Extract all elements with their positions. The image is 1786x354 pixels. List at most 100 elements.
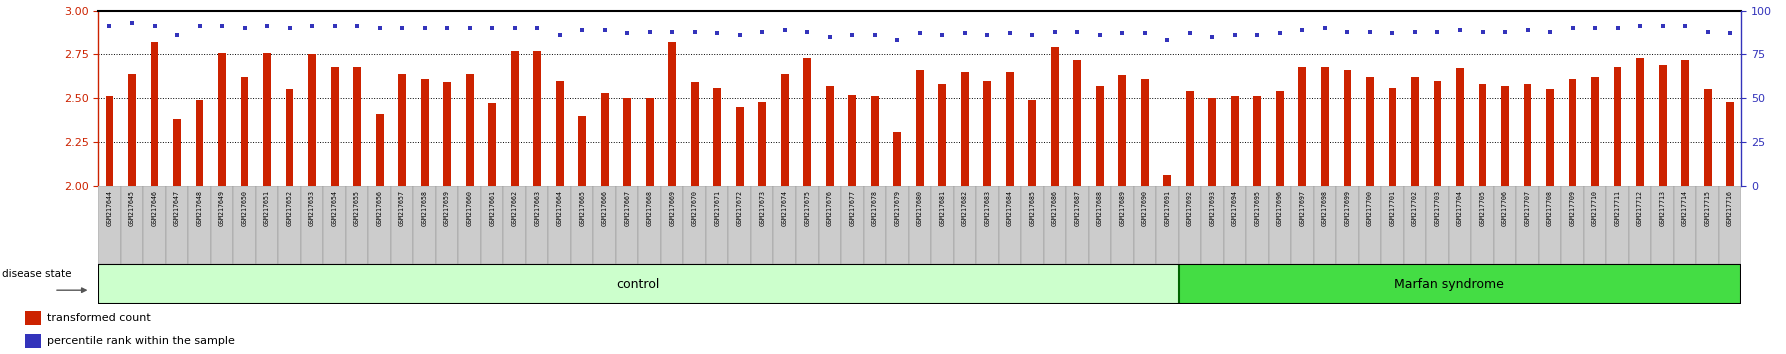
- Text: GSM217685: GSM217685: [1029, 190, 1036, 226]
- Bar: [1568, 79, 1577, 186]
- Text: GSM217645: GSM217645: [129, 190, 136, 226]
- Text: GSM217702: GSM217702: [1413, 190, 1418, 226]
- Bar: [1029, 100, 1036, 186]
- Text: GSM217711: GSM217711: [1615, 190, 1620, 226]
- Bar: [998, 186, 1022, 264]
- Bar: [121, 186, 143, 264]
- Text: GSM217644: GSM217644: [107, 190, 113, 226]
- Point: [1266, 30, 1295, 36]
- Text: GSM217700: GSM217700: [1366, 190, 1373, 226]
- Point: [838, 32, 866, 38]
- Bar: [750, 186, 773, 264]
- Text: GSM217663: GSM217663: [534, 190, 539, 226]
- Point: [366, 25, 395, 31]
- Point: [1243, 32, 1272, 38]
- Point: [1198, 34, 1227, 40]
- Point: [657, 29, 686, 34]
- Bar: [1606, 186, 1629, 264]
- Bar: [413, 186, 436, 264]
- Bar: [1163, 175, 1172, 186]
- Text: GSM217687: GSM217687: [1075, 190, 1081, 226]
- Bar: [279, 186, 300, 264]
- Point: [636, 29, 664, 34]
- Point: [1468, 29, 1497, 34]
- Text: GSM217704: GSM217704: [1457, 190, 1463, 226]
- Bar: [188, 186, 211, 264]
- Point: [320, 24, 348, 29]
- Bar: [1050, 47, 1059, 186]
- Bar: [848, 95, 855, 186]
- Bar: [150, 42, 159, 186]
- Bar: [1561, 186, 1584, 264]
- Bar: [1314, 186, 1336, 264]
- Text: GSM217648: GSM217648: [196, 190, 202, 226]
- Bar: [234, 186, 255, 264]
- Bar: [1043, 186, 1066, 264]
- Bar: [1186, 91, 1193, 186]
- Bar: [443, 82, 452, 186]
- Point: [1311, 25, 1340, 31]
- Point: [141, 24, 170, 29]
- Point: [388, 25, 416, 31]
- Bar: [25, 312, 41, 325]
- Bar: [1298, 67, 1306, 186]
- Bar: [1097, 86, 1104, 186]
- Bar: [886, 186, 909, 264]
- Bar: [218, 53, 227, 186]
- Point: [230, 25, 259, 31]
- Text: GSM217672: GSM217672: [736, 190, 743, 226]
- Bar: [773, 186, 797, 264]
- Text: GSM217699: GSM217699: [1345, 190, 1350, 226]
- Text: GSM217693: GSM217693: [1209, 190, 1216, 226]
- Point: [1220, 32, 1248, 38]
- Bar: [841, 186, 863, 264]
- Point: [568, 27, 597, 33]
- Text: GSM217650: GSM217650: [241, 190, 248, 226]
- Bar: [488, 103, 497, 186]
- Point: [207, 24, 236, 29]
- Bar: [1500, 86, 1509, 186]
- Bar: [286, 90, 293, 186]
- Bar: [729, 186, 750, 264]
- Bar: [616, 186, 638, 264]
- Bar: [1247, 186, 1268, 264]
- Point: [680, 29, 709, 34]
- Point: [254, 24, 282, 29]
- Text: GSM217692: GSM217692: [1188, 190, 1193, 226]
- Bar: [1118, 75, 1127, 186]
- Text: GSM217694: GSM217694: [1232, 190, 1238, 226]
- Bar: [1366, 77, 1373, 186]
- Bar: [916, 70, 923, 186]
- Point: [118, 20, 146, 26]
- Point: [545, 32, 573, 38]
- Text: GSM217657: GSM217657: [398, 190, 405, 226]
- Text: GSM217670: GSM217670: [691, 190, 698, 226]
- Bar: [713, 88, 722, 186]
- Bar: [1179, 264, 1741, 304]
- Bar: [300, 186, 323, 264]
- Point: [995, 30, 1023, 36]
- Bar: [1456, 68, 1465, 186]
- Bar: [1179, 186, 1202, 264]
- Text: percentile rank within the sample: percentile rank within the sample: [46, 336, 234, 346]
- Bar: [1681, 60, 1690, 186]
- Bar: [1434, 81, 1441, 186]
- Point: [1557, 25, 1586, 31]
- Text: GSM217686: GSM217686: [1052, 190, 1057, 226]
- Point: [298, 24, 327, 29]
- Text: GSM217716: GSM217716: [1727, 190, 1732, 226]
- Text: GSM217708: GSM217708: [1547, 190, 1554, 226]
- Bar: [98, 186, 121, 264]
- Bar: [1540, 186, 1561, 264]
- Bar: [668, 42, 677, 186]
- Point: [906, 30, 934, 36]
- Point: [1625, 24, 1654, 29]
- Text: GSM217676: GSM217676: [827, 190, 832, 226]
- Text: GSM217705: GSM217705: [1479, 190, 1486, 226]
- Point: [591, 27, 620, 33]
- Text: GSM217656: GSM217656: [377, 190, 382, 226]
- Point: [500, 25, 529, 31]
- Bar: [1718, 186, 1741, 264]
- Bar: [1584, 186, 1606, 264]
- Text: GSM217674: GSM217674: [782, 190, 788, 226]
